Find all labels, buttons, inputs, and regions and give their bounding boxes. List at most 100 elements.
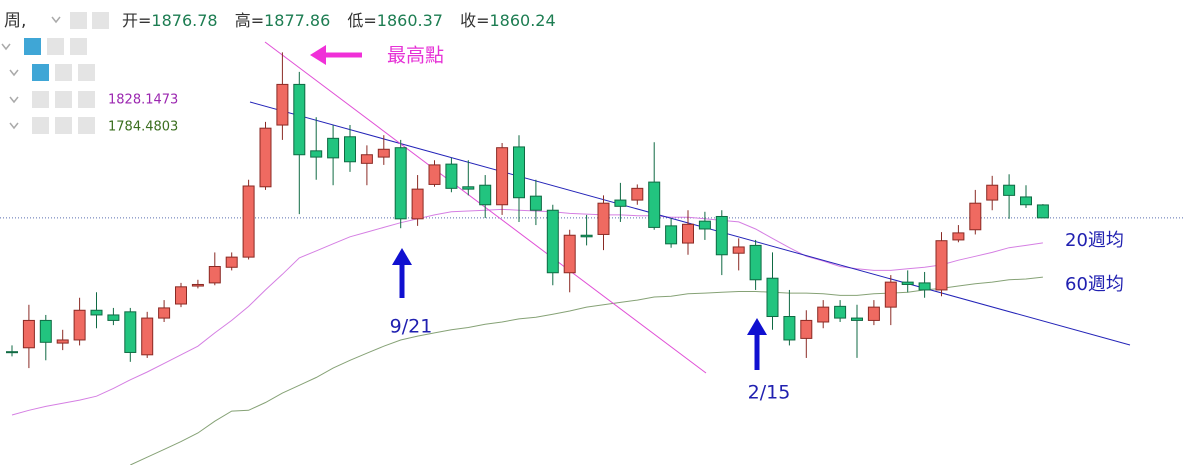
candle-body bbox=[513, 146, 525, 199]
icon-eye[interactable] bbox=[32, 117, 49, 134]
candle-body bbox=[175, 286, 187, 305]
candle-body bbox=[293, 83, 306, 156]
candle-body bbox=[834, 305, 847, 319]
candle-body bbox=[631, 187, 644, 201]
ohlc-value: 1860.24 bbox=[489, 11, 555, 30]
candle-body bbox=[158, 307, 171, 319]
candle-body bbox=[344, 136, 356, 163]
ohlc-header: 开=1876.78 高=1877.86 低=1860.37 收=1860.24 bbox=[122, 11, 556, 30]
plot-area bbox=[0, 208, 1185, 465]
candle-body bbox=[73, 309, 86, 341]
icon-close[interactable] bbox=[78, 91, 95, 108]
candle-body bbox=[614, 199, 627, 207]
candle-body bbox=[597, 202, 610, 235]
icon-close[interactable] bbox=[70, 38, 87, 55]
candle-body bbox=[682, 223, 694, 244]
candle-body bbox=[259, 127, 272, 188]
candle-body bbox=[310, 150, 323, 158]
candle-body bbox=[918, 282, 931, 291]
arrow-head bbox=[747, 318, 767, 335]
candle-body bbox=[377, 148, 390, 158]
candle-body bbox=[715, 215, 728, 256]
candle-body bbox=[665, 225, 678, 245]
candle-body bbox=[698, 220, 711, 230]
icon-gear[interactable] bbox=[55, 117, 72, 134]
candle-body bbox=[580, 234, 593, 238]
series-label: 20週均 bbox=[1065, 230, 1124, 251]
ma-line bbox=[11, 208, 1043, 416]
candle-body bbox=[648, 181, 661, 228]
candle-body bbox=[563, 234, 576, 274]
period-label: 周, bbox=[4, 11, 26, 31]
candle-body bbox=[496, 147, 509, 206]
trend-line bbox=[249, 101, 1131, 346]
candle-body bbox=[445, 163, 458, 189]
candle-body bbox=[969, 202, 982, 231]
annotations: 最高點 9/21 2/15 20週均 60週均 bbox=[310, 45, 1124, 404]
icon-eye[interactable] bbox=[70, 12, 87, 29]
icon-gear[interactable] bbox=[55, 91, 72, 108]
candle-body bbox=[208, 265, 221, 284]
candle-body bbox=[56, 339, 69, 344]
icon-caret[interactable] bbox=[9, 69, 19, 77]
candle-body bbox=[6, 351, 18, 354]
icon-eye[interactable] bbox=[32, 91, 49, 108]
candle-body bbox=[1003, 184, 1016, 196]
icon-eye[interactable] bbox=[24, 38, 41, 55]
icon-caret[interactable] bbox=[1, 43, 11, 51]
candle-body bbox=[749, 244, 762, 281]
candle-body bbox=[935, 240, 948, 291]
candle-body bbox=[327, 137, 340, 159]
icon-gear[interactable] bbox=[47, 38, 64, 55]
ohlc-label: 高= bbox=[235, 11, 264, 30]
candle-body bbox=[546, 209, 559, 274]
candle-body bbox=[225, 256, 238, 268]
candle-body bbox=[90, 309, 103, 316]
icon-close[interactable] bbox=[78, 117, 95, 134]
legend-value: 1784.4803 bbox=[108, 120, 178, 135]
ohlc-value: 1876.78 bbox=[151, 11, 217, 30]
ohlc-value: 1877.86 bbox=[264, 11, 330, 30]
candle-body bbox=[479, 184, 492, 206]
arrow-head bbox=[392, 248, 412, 265]
icon-close[interactable] bbox=[78, 64, 95, 81]
candles bbox=[6, 52, 1049, 369]
ohlc-value: 1860.37 bbox=[377, 11, 443, 30]
candle-body bbox=[276, 83, 289, 126]
candle-body bbox=[952, 232, 965, 241]
candle-body bbox=[851, 317, 863, 321]
legend-rows: 1828.1473 1784.4803 bbox=[1, 38, 178, 135]
candle-body bbox=[39, 319, 52, 343]
candle-body bbox=[901, 281, 914, 285]
candle-body bbox=[428, 164, 441, 185]
icon-gear[interactable] bbox=[92, 12, 109, 29]
candle-body bbox=[732, 246, 745, 254]
candle-body bbox=[884, 281, 897, 308]
candle-body bbox=[1036, 204, 1049, 219]
candle-body bbox=[817, 306, 830, 323]
candle-body bbox=[242, 185, 255, 258]
candle-body bbox=[462, 186, 475, 190]
icon-caret[interactable] bbox=[9, 96, 19, 104]
legend-value: 1828.1473 bbox=[108, 93, 178, 108]
candle-body bbox=[1020, 196, 1032, 206]
candle-body bbox=[766, 277, 779, 318]
candle-body bbox=[360, 154, 373, 164]
candle-body bbox=[411, 188, 424, 220]
ohlc-label: 开= bbox=[122, 11, 151, 30]
annotation: 2/15 bbox=[748, 382, 791, 404]
icon-gear[interactable] bbox=[55, 64, 72, 81]
icon-caret[interactable] bbox=[9, 122, 19, 130]
candle-body bbox=[867, 306, 880, 321]
icon-eye[interactable] bbox=[32, 64, 49, 81]
candle-body bbox=[22, 319, 35, 349]
ohlc-label: 低= bbox=[347, 11, 376, 30]
candle-body bbox=[986, 184, 999, 201]
ohlc-label: 收= bbox=[460, 11, 489, 30]
icon-caret[interactable] bbox=[51, 16, 61, 24]
annotation: 最高點 bbox=[387, 45, 444, 67]
candle-body bbox=[141, 317, 154, 356]
series-label: 60週均 bbox=[1065, 274, 1124, 295]
